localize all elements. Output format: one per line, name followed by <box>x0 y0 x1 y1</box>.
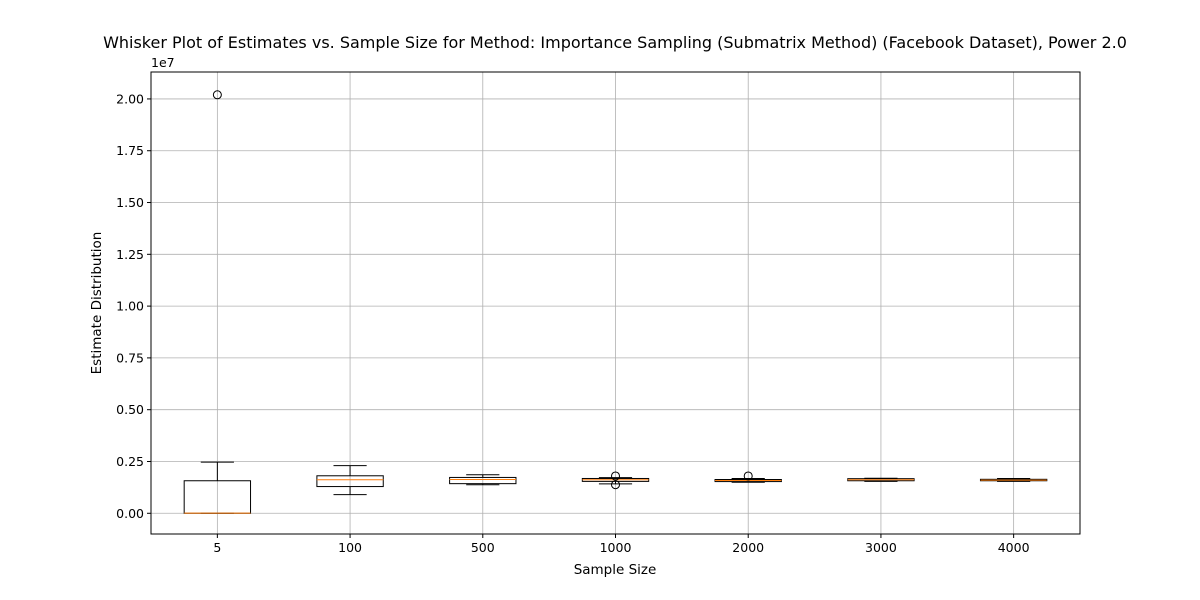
box-4000 <box>979 477 1048 482</box>
x-tick-label: 5 <box>213 540 221 555</box>
outlier-point <box>611 480 620 490</box>
iqr-box <box>449 476 517 485</box>
outlier-point <box>611 471 620 481</box>
x-tick-label: 2000 <box>732 540 764 555</box>
y-axis-label: Estimate Distribution <box>89 232 105 375</box>
x-tick-label: 1000 <box>600 540 632 555</box>
y-tick-label: 0.50 <box>116 402 144 417</box>
x-tick-label: 100 <box>338 540 362 555</box>
y-tick-label: 1.50 <box>116 195 144 210</box>
iqr-box <box>316 475 384 488</box>
x-tick-label: 3000 <box>865 540 897 555</box>
x-tick-label: 500 <box>471 540 495 555</box>
y-tick-label: 1.75 <box>116 143 144 158</box>
x-tick-label: 4000 <box>998 540 1030 555</box>
chart-title: Whisker Plot of Estimates vs. Sample Siz… <box>103 33 1127 52</box>
boxes <box>183 90 1048 514</box>
y-tick-label: 0.00 <box>116 506 144 521</box>
y-offset-label: 1e7 <box>151 55 175 70</box>
grid <box>151 72 1080 534</box>
box-500 <box>449 474 517 486</box>
box-100 <box>316 465 384 496</box>
box-5 <box>183 90 252 514</box>
y-tick-label: 0.25 <box>116 454 144 469</box>
y-tick-label: 2.00 <box>116 91 144 106</box>
box-2000 <box>714 471 782 483</box>
x-axis-label: Sample Size <box>574 562 657 578</box>
y-tick-label: 0.75 <box>116 350 144 365</box>
outlier-point <box>743 471 753 481</box>
y-tick-label: 1.00 <box>116 299 144 314</box>
box-3000 <box>847 477 915 482</box>
box-1000 <box>581 471 650 490</box>
ticks: 0.00 0.25 0.50 0.75 1.00 1.25 1.50 1.75 2.00 5 100… <box>116 91 1029 555</box>
y-tick-label: 1.25 <box>116 247 144 262</box>
outlier-point <box>212 90 222 100</box>
